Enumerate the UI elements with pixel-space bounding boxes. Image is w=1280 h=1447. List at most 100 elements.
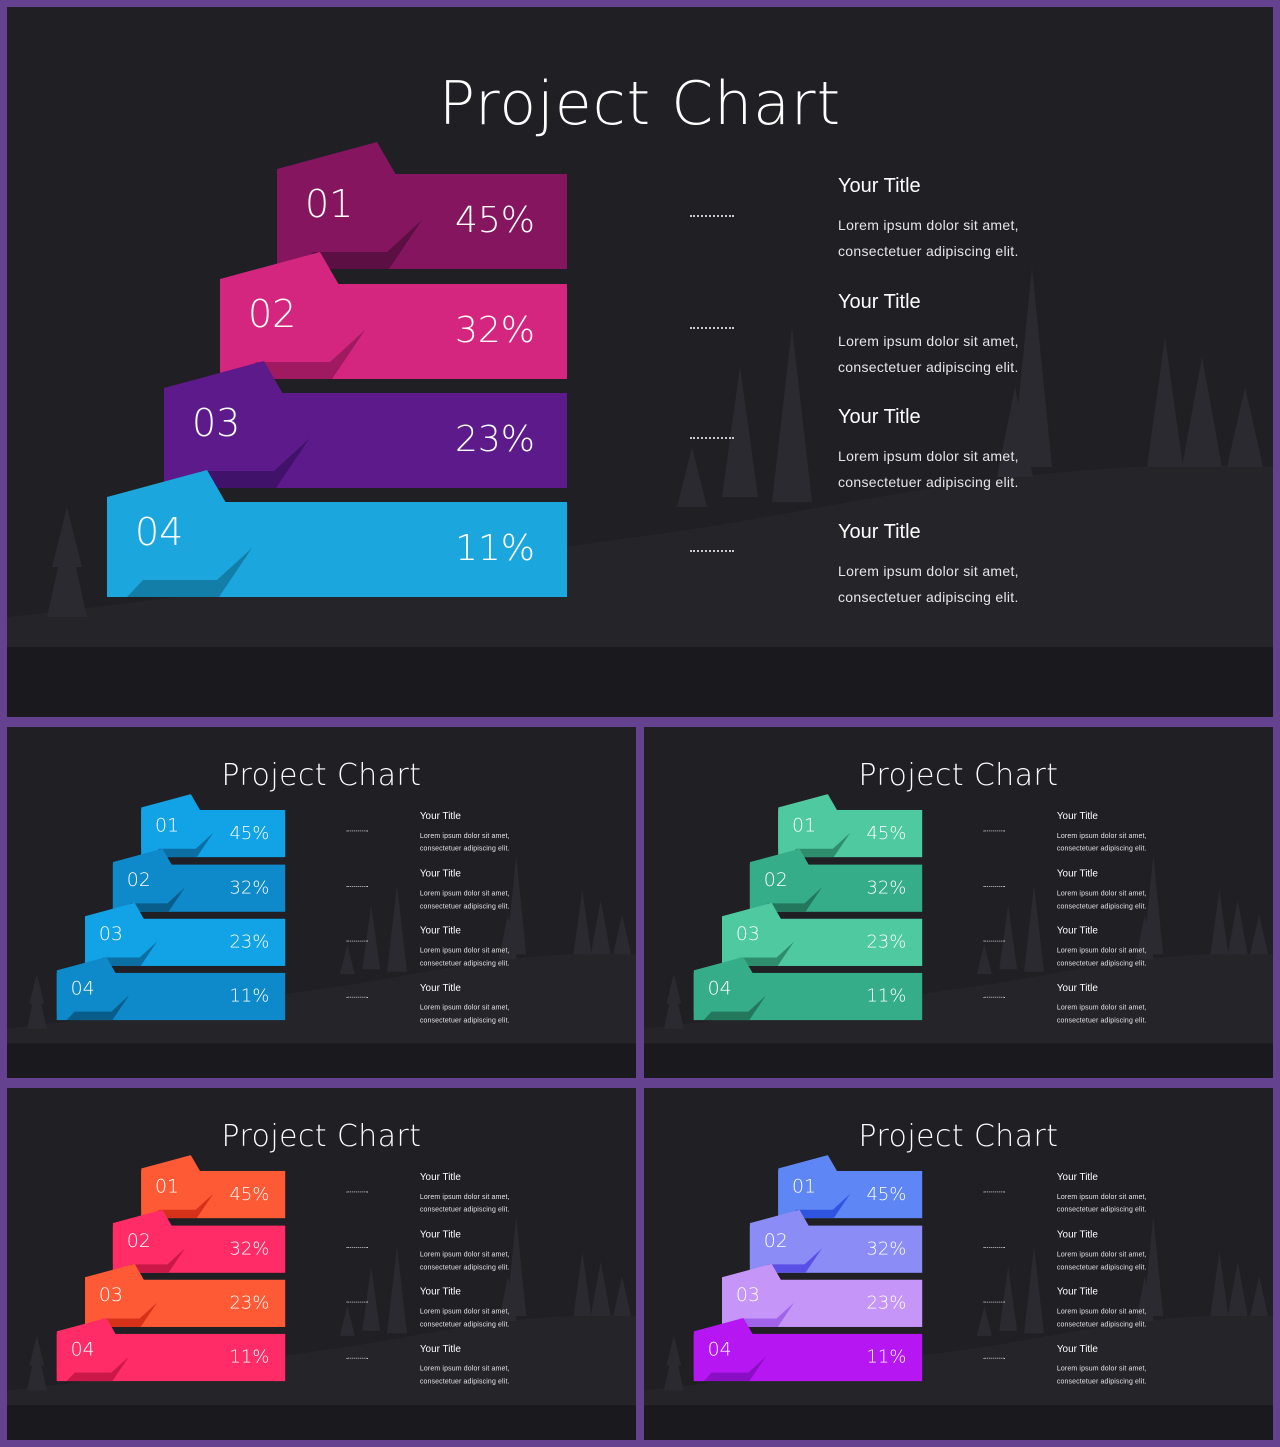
chart-row: 04 11% — [693, 957, 923, 1021]
text-item: Your Title Lorem ipsum dolor sit amet, con… — [838, 291, 1158, 380]
chart-row: 01 45% — [141, 1155, 286, 1219]
chart-row: 01 45% — [141, 794, 286, 858]
item-body-line: Lorem ipsum dolor sit amet, — [1056, 1364, 1147, 1373]
item-title: Your Title — [419, 925, 461, 937]
item-body-line: consectetuer adipiscing elit. — [838, 589, 1019, 605]
dotted-connector — [346, 1191, 369, 1193]
row-number: 01 — [155, 813, 180, 836]
item-body-line: Lorem ipsum dolor sit amet, — [419, 1003, 510, 1012]
dotted-connector — [346, 885, 369, 887]
item-body-line: consectetuer adipiscing elit. — [1056, 901, 1147, 910]
forest-background-illustration — [7, 267, 1273, 717]
item-body-line: consectetuer adipiscing elit. — [1056, 1377, 1147, 1386]
forest-background-illustration — [644, 855, 1273, 1078]
number-tab-shape — [693, 1318, 766, 1382]
text-item: Your Title Lorem ipsum dolor sit amet, con… — [838, 521, 1158, 610]
row-number: 03 — [735, 1283, 760, 1306]
number-tab-shape — [141, 794, 214, 858]
row-number: 01 — [792, 813, 817, 836]
item-title: Your Title — [419, 1229, 461, 1241]
row-number: 04 — [707, 1337, 732, 1360]
text-item: Your Title Lorem ipsum dolor sit amet, con… — [420, 868, 579, 912]
dotted-connector — [983, 940, 1006, 942]
chart-row: 04 11% — [56, 1318, 286, 1382]
chart-row: 02 32% — [220, 252, 567, 379]
number-tab-shape — [84, 1263, 158, 1327]
row-percentage: 11% — [229, 985, 270, 1007]
forest-background-illustration — [7, 855, 636, 1078]
number-tab-shape — [141, 1155, 214, 1219]
chart-row: 04 11% — [56, 957, 286, 1021]
item-body-line: consectetuer adipiscing elit. — [1056, 1320, 1147, 1328]
item-body-line: Lorem ipsum dolor sit amet, — [419, 1307, 510, 1316]
chart-row: 03 23% — [84, 902, 286, 966]
chart-row: 01 45% — [778, 1155, 923, 1219]
item-body-line: Lorem ipsum dolor sit amet, — [419, 831, 510, 840]
slide-title: Project Chart — [438, 69, 842, 139]
item-body-line: Lorem ipsum dolor sit amet, — [419, 888, 510, 897]
chart-row: 03 23% — [721, 902, 923, 966]
item-body-line: consectetuer adipiscing elit. — [1056, 1262, 1147, 1271]
forest-background-illustration — [644, 1216, 1273, 1440]
number-tab-shape — [778, 794, 851, 858]
item-body-line: consectetuer adipiscing elit. — [838, 243, 1019, 259]
number-tab-shape — [220, 252, 365, 379]
text-item: Your Title Lorem ipsum dolor sit amet, con… — [1057, 868, 1216, 912]
item-body-line: consectetuer adipiscing elit. — [1056, 959, 1147, 967]
item-title: Your Title — [1056, 810, 1098, 822]
text-item: Your Title Lorem ipsum dolor sit amet, con… — [420, 982, 579, 1026]
item-body-line: consectetuer adipiscing elit. — [1056, 1205, 1147, 1214]
number-tab-shape — [56, 957, 129, 1021]
text-item: Your Title Lorem ipsum dolor sit amet, con… — [1057, 925, 1216, 969]
dotted-connector — [983, 830, 1006, 832]
item-body-line: consectetuer adipiscing elit. — [419, 1320, 510, 1328]
number-tab-shape — [164, 361, 309, 488]
text-item: Your Title Lorem ipsum dolor sit amet, con… — [1057, 982, 1216, 1026]
item-body-line: Lorem ipsum dolor sit amet, — [1056, 888, 1147, 897]
item-title: Your Title — [1056, 1229, 1098, 1241]
dotted-connector — [346, 1246, 369, 1248]
dotted-connector — [346, 830, 369, 832]
text-item: Your Title Lorem ipsum dolor sit amet, con… — [1057, 1343, 1216, 1387]
row-percentage: 23% — [866, 931, 907, 953]
row-percentage: 23% — [229, 1292, 270, 1314]
row-number: 04 — [707, 976, 732, 999]
item-title: Your Title — [1056, 925, 1098, 937]
item-title: Your Title — [1056, 1171, 1098, 1183]
number-tab-shape — [721, 1263, 795, 1327]
row-percentage: 32% — [866, 1238, 907, 1259]
number-tab-shape — [749, 1209, 822, 1273]
slide-title: Project Chart — [858, 1118, 1059, 1154]
number-tab-shape — [277, 142, 422, 269]
item-title: Your Title — [419, 1343, 461, 1355]
row-number: 02 — [763, 868, 788, 891]
item-body-line: Lorem ipsum dolor sit amet, — [838, 333, 1019, 349]
text-item: Your Title Lorem ipsum dolor sit amet, con… — [420, 1343, 579, 1387]
row-number: 02 — [763, 1229, 788, 1252]
slide-variant-purple: Project Chart 01 45% 02 32% 03 23% 04 11% Your … — [644, 1088, 1273, 1440]
chart-row: 04 11% — [693, 1318, 923, 1382]
item-title: Your Title — [419, 810, 461, 822]
number-tab-shape — [84, 902, 158, 966]
dotted-connector — [983, 1191, 1006, 1193]
slide-main: Project Chart 01 45% 02 32% 03 23% 04 11% Your … — [7, 7, 1273, 717]
dotted-connector — [690, 550, 734, 552]
chart-row: 02 32% — [749, 848, 923, 912]
item-body-line: consectetuer adipiscing elit. — [838, 359, 1019, 375]
item-title: Your Title — [1056, 868, 1098, 880]
item-title: Your Title — [419, 868, 461, 880]
item-body-line: Lorem ipsum dolor sit amet, — [419, 1249, 510, 1258]
row-number: 03 — [735, 922, 760, 945]
chart-row: 02 32% — [749, 1209, 923, 1273]
text-item: Your Title Lorem ipsum dolor sit amet, con… — [420, 1229, 579, 1273]
row-percentage: 23% — [229, 931, 270, 953]
dotted-connector — [983, 1246, 1006, 1248]
item-body-line: consectetuer adipiscing elit. — [419, 1262, 510, 1271]
number-tab-shape — [749, 848, 822, 912]
chart-row: 03 23% — [164, 361, 567, 488]
dotted-connector — [983, 885, 1006, 887]
text-item: Your Title Lorem ipsum dolor sit amet, con… — [1057, 1286, 1216, 1330]
row-percentage: 45% — [866, 1183, 907, 1205]
slide-title: Project Chart — [221, 1118, 422, 1154]
text-item: Your Title Lorem ipsum dolor sit amet, con… — [1057, 1171, 1216, 1215]
